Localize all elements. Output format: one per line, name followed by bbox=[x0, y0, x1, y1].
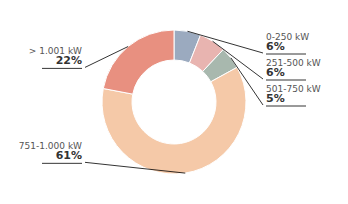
svg-text:22%: 22% bbox=[56, 54, 82, 67]
svg-text:751-1.000 kW: 751-1.000 kW bbox=[18, 140, 82, 151]
svg-text:5%: 5% bbox=[266, 92, 285, 105]
svg-text:251-500 kW: 251-500 kW bbox=[266, 57, 321, 68]
svg-text:501-750 kW: 501-750 kW bbox=[266, 83, 321, 94]
svg-text:61%: 61% bbox=[56, 149, 82, 162]
svg-text:6%: 6% bbox=[266, 40, 285, 53]
svg-text:> 1.001 kW: > 1.001 kW bbox=[28, 45, 82, 56]
svg-text:0-250 kW: 0-250 kW bbox=[266, 31, 310, 42]
svg-text:6%: 6% bbox=[266, 66, 285, 79]
